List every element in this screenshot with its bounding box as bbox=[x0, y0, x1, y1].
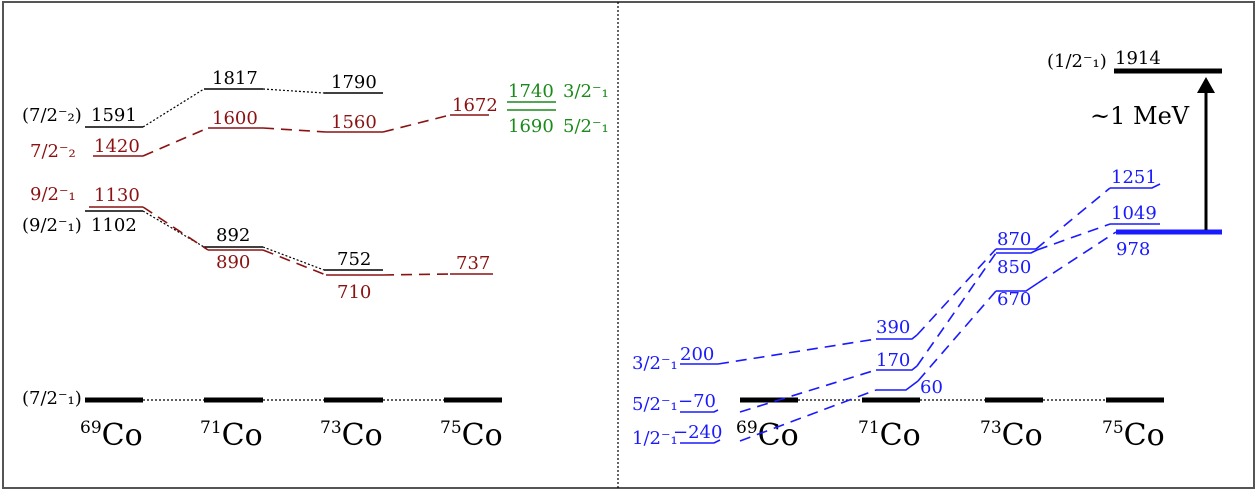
blue-value-390: 390 bbox=[876, 317, 910, 338]
green-value-1740: 1740 bbox=[508, 81, 554, 102]
right-isotope-labels: 69Co 71Co 73Co 75Co bbox=[736, 418, 1165, 453]
red-spin-7-2-2: 7/2⁻₂ bbox=[30, 141, 76, 162]
red-value-1672: 1672 bbox=[452, 95, 498, 116]
blue-value-m240: −240 bbox=[673, 422, 722, 443]
blue-value-200: 200 bbox=[680, 344, 714, 365]
left-panel: (7/2⁻₁) 69Co 71Co 73Co 75Co (7/2⁻₂) 1591… bbox=[22, 68, 609, 453]
blue-value-670: 670 bbox=[997, 289, 1031, 310]
left-isotope-labels: 69Co 71Co 73Co 75Co bbox=[80, 418, 503, 453]
right-blue-values: 200 −70 −240 390 170 60 870 850 670 1251… bbox=[673, 167, 1157, 443]
red-value-890: 890 bbox=[216, 252, 250, 273]
blue-spin-5-2: 5/2⁻₁ bbox=[632, 394, 678, 415]
value-892: 892 bbox=[216, 225, 250, 246]
blue-value-978: 978 bbox=[1116, 239, 1150, 260]
blue-level-670 bbox=[996, 282, 1039, 292]
value-752: 752 bbox=[337, 249, 371, 270]
blue-level-60 bbox=[876, 380, 919, 391]
red-value-1560: 1560 bbox=[331, 112, 377, 133]
value-1591: 1591 bbox=[91, 105, 137, 126]
r-isotope-label-75co: 75Co bbox=[1102, 418, 1165, 453]
top-level-group: (1/2⁻₁) 1914 ~1 MeV bbox=[1047, 48, 1222, 235]
value-1102: 1102 bbox=[91, 215, 137, 236]
black-spin-9-2-1: (9/2⁻₁) bbox=[22, 215, 82, 236]
value-1790: 1790 bbox=[331, 72, 377, 93]
blue-value-60: 60 bbox=[920, 377, 943, 398]
isotope-label-75co: 75Co bbox=[440, 418, 503, 453]
value-1914: 1914 bbox=[1115, 48, 1161, 69]
blue-level-170 bbox=[876, 365, 918, 371]
connector-5-2 bbox=[739, 223, 1111, 413]
left-black-upper-levels: (7/2⁻₂) 1591 1817 1790 bbox=[22, 68, 383, 128]
blue-level-m70 bbox=[680, 409, 719, 413]
red-lower-connectors bbox=[142, 206, 451, 276]
left-ground-states: (7/2⁻₁) bbox=[22, 388, 502, 409]
red-value-1130: 1130 bbox=[94, 185, 140, 206]
left-black-lower-levels: (9/2⁻₁) 1102 892 752 bbox=[22, 210, 383, 271]
right-spin-labels: 3/2⁻₁ 5/2⁻₁ 1/2⁻₁ bbox=[632, 353, 678, 449]
isotope-label-69co: 69Co bbox=[80, 418, 143, 453]
blue-spin-1-2: 1/2⁻₁ bbox=[632, 428, 678, 449]
isotope-label-71co: 71Co bbox=[200, 418, 263, 453]
blue-level-m240 bbox=[680, 439, 721, 444]
blue-value-m70: −70 bbox=[678, 391, 716, 412]
right-blue-levels bbox=[680, 183, 1161, 444]
blue-level-390 bbox=[876, 334, 918, 340]
left-red-upper-levels: 7/2⁻₂ 1420 1600 1560 1672 bbox=[30, 95, 498, 162]
blue-value-850: 850 bbox=[997, 257, 1031, 278]
connector-3-2 bbox=[717, 187, 1111, 365]
right-blue-connectors bbox=[717, 187, 1117, 442]
blue-level-850 bbox=[996, 249, 1038, 254]
energy-gap-arrow-head bbox=[1197, 77, 1215, 93]
red-upper-connectors bbox=[142, 114, 451, 157]
red-spin-9-2-1: 9/2⁻₁ bbox=[30, 184, 76, 205]
blue-spin-3-2: 3/2⁻₁ bbox=[632, 353, 678, 374]
r-isotope-label-73co: 73Co bbox=[980, 418, 1043, 453]
left-green-levels: 1740 1690 3/2⁻₁ 5/2⁻₁ bbox=[507, 81, 609, 137]
blue-value-1251: 1251 bbox=[1111, 167, 1157, 188]
black-lower-connectors bbox=[142, 210, 325, 271]
red-value-1600: 1600 bbox=[212, 108, 258, 129]
green-spin-3-2: 3/2⁻₁ bbox=[563, 81, 609, 102]
blue-value-1049: 1049 bbox=[1111, 203, 1157, 224]
red-value-1420: 1420 bbox=[94, 136, 140, 157]
red-value-737: 737 bbox=[456, 253, 490, 274]
green-value-1690: 1690 bbox=[508, 116, 554, 137]
red-value-710: 710 bbox=[337, 282, 371, 303]
energy-gap-label: ~1 MeV bbox=[1090, 102, 1190, 130]
isotope-label-73co: 73Co bbox=[320, 418, 383, 453]
left-red-lower-levels: 9/2⁻₁ 1130 890 710 737 bbox=[30, 184, 493, 303]
value-1817: 1817 bbox=[212, 68, 258, 89]
top-spin-label: (1/2⁻₁) bbox=[1047, 51, 1107, 72]
blue-value-870: 870 bbox=[997, 229, 1031, 250]
blue-value-170: 170 bbox=[876, 350, 910, 371]
r-isotope-label-69co: 69Co bbox=[736, 418, 799, 453]
connector-1-2 bbox=[739, 231, 1117, 442]
blue-level-1251 bbox=[1110, 183, 1161, 189]
ground-spin-label: (7/2⁻₁) bbox=[22, 388, 82, 409]
r-isotope-label-71co: 71Co bbox=[858, 418, 921, 453]
right-panel: 69Co 71Co 73Co 75Co (1/2⁻₁) 1914 ~1 MeV bbox=[632, 48, 1222, 453]
black-spin-7-2-2: (7/2⁻₂) bbox=[22, 105, 82, 126]
green-spin-5-2: 5/2⁻₁ bbox=[563, 116, 609, 137]
